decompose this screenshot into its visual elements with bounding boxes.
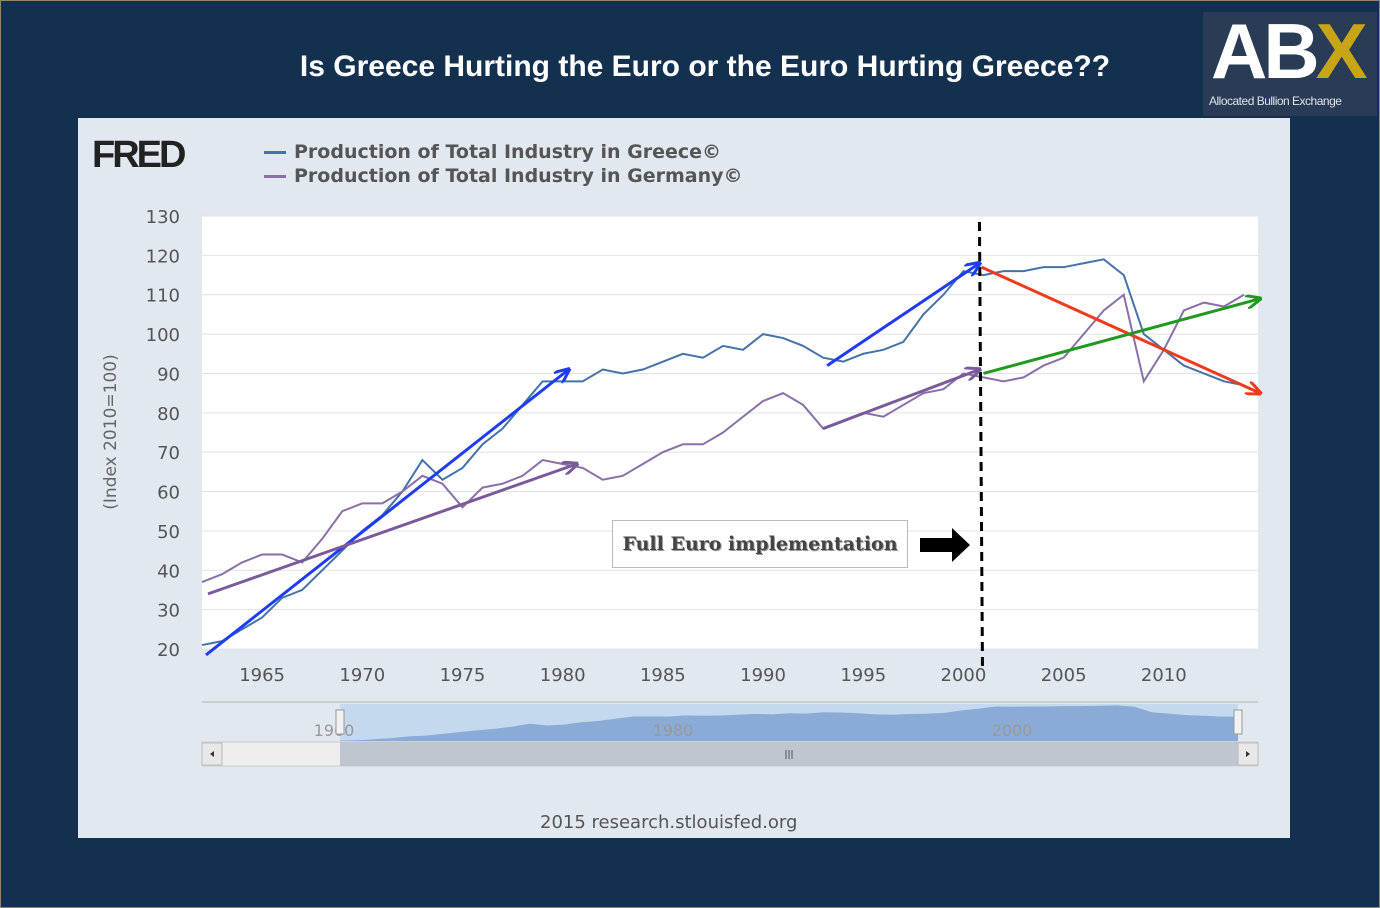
y-tick-label: 70 bbox=[157, 443, 180, 464]
y-tick-label: 120 bbox=[146, 246, 180, 267]
plot-area bbox=[202, 216, 1258, 649]
legend-item-greece[interactable]: Production of Total Industry in Greece© bbox=[264, 141, 721, 163]
navigator-tick-label: 1980 bbox=[653, 721, 694, 740]
trend-arrow bbox=[205, 370, 569, 657]
y-tick-label: 80 bbox=[157, 404, 180, 425]
trend-arrow bbox=[826, 263, 979, 367]
navigator-tick-label: 2000 bbox=[992, 721, 1033, 740]
black-arrow-icon bbox=[920, 528, 970, 562]
x-tick-label: 1970 bbox=[339, 665, 385, 686]
navigator-handle[interactable] bbox=[335, 709, 345, 735]
x-tick-label: 1965 bbox=[239, 665, 285, 686]
scrollbar-grip-icon bbox=[785, 750, 793, 759]
chevron-left-icon bbox=[210, 751, 214, 757]
navigator-tick-label: 1960 bbox=[314, 721, 355, 740]
y-tick-label: 50 bbox=[157, 522, 180, 543]
navigator-area bbox=[340, 705, 1238, 741]
euro-annotation-label: Full Euro implementation bbox=[612, 520, 908, 568]
x-tick-label: 1985 bbox=[640, 665, 686, 686]
y-tick-label: 30 bbox=[157, 601, 180, 622]
trend-arrow bbox=[822, 370, 979, 430]
trend-arrow bbox=[207, 464, 577, 596]
x-tick-label: 2000 bbox=[941, 665, 987, 686]
slide-title: Is Greece Hurting the Euro or the Euro H… bbox=[299, 50, 1111, 83]
legend-label: Production of Total Industry in Greece© bbox=[294, 141, 722, 163]
y-tick-label: 130 bbox=[146, 207, 180, 228]
navigator-handle[interactable] bbox=[1233, 709, 1243, 735]
y-axis-label: (Index 2010=100) bbox=[101, 354, 121, 509]
abx-logo: ABX Allocated Bullion Exchange bbox=[1203, 7, 1377, 116]
y-tick-label: 90 bbox=[157, 364, 180, 385]
x-tick-label: 1995 bbox=[840, 665, 886, 686]
y-tick-label: 40 bbox=[157, 561, 180, 582]
x-tick-label: 1975 bbox=[440, 665, 486, 686]
trend-arrow bbox=[983, 299, 1260, 375]
y-tick-label: 110 bbox=[146, 286, 180, 307]
x-tick-label: 1980 bbox=[540, 665, 586, 686]
x-tick-label: 2010 bbox=[1141, 665, 1187, 686]
y-tick-label: 20 bbox=[157, 640, 180, 661]
x-tick-label: 1990 bbox=[740, 665, 786, 686]
trend-arrow bbox=[980, 265, 1260, 393]
fred-logo: FRED bbox=[92, 134, 186, 176]
logo-subtitle: Allocated Bullion Exchange bbox=[1209, 94, 1342, 108]
y-tick-label: 60 bbox=[157, 483, 180, 504]
legend-label: Production of Total Industry in Germany© bbox=[294, 165, 743, 187]
source-footer: 2015 research.stlouisfed.org bbox=[540, 812, 798, 833]
legend-item-germany[interactable]: Production of Total Industry in Germany© bbox=[264, 165, 743, 187]
chevron-right-icon bbox=[1246, 751, 1250, 757]
y-tick-label: 100 bbox=[146, 325, 180, 346]
x-tick-label: 2005 bbox=[1041, 665, 1087, 686]
